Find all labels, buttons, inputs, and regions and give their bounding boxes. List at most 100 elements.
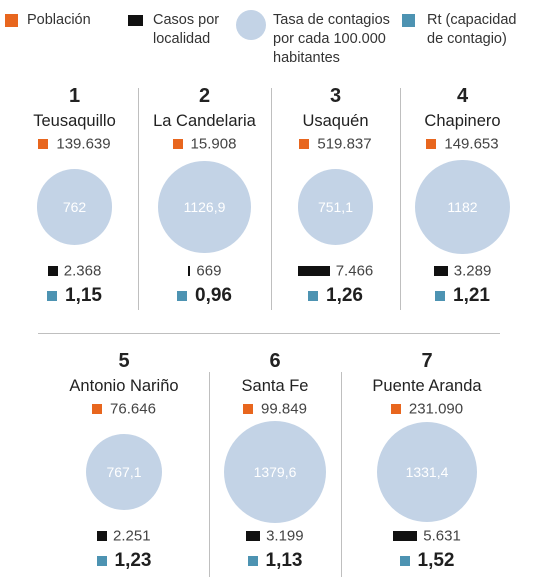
rank-number: 7 (421, 350, 433, 372)
population-value: 149.653 (444, 135, 499, 153)
rt-swatch (47, 291, 57, 301)
rank-number: 1 (68, 85, 81, 107)
locality-panel: 1 Teusaquillo 139.639 762 2.368 1,15 (12, 85, 137, 315)
legend-rate-label-1: Tasa de contagios (273, 12, 390, 28)
population-row: 99.849 (210, 400, 340, 418)
cases-bar (297, 265, 330, 276)
cases-value: 7.466 (335, 262, 374, 280)
rank-number: 5 (118, 350, 130, 372)
cases-bar (246, 530, 261, 541)
horizontal-divider (38, 333, 500, 334)
rt-swatch (96, 556, 107, 566)
cases-value: 5.631 (423, 527, 461, 545)
rt-row: 1,26 (272, 285, 399, 307)
population-swatch (38, 138, 49, 149)
population-row: 231.090 (342, 400, 512, 418)
rate-label: 1331,4 (405, 463, 449, 480)
rt-value: 1,13 (265, 550, 303, 571)
rate-bubble: 762 (36, 169, 113, 245)
cases-bar (187, 265, 191, 276)
rt-value: 1,21 (453, 285, 490, 306)
vertical-divider (138, 88, 139, 310)
locality-name: Santa Fe (241, 377, 309, 395)
rt-value: 1,26 (326, 285, 363, 306)
locality-name: Teusaquillo (33, 112, 116, 130)
legend-population-label: Población (27, 12, 91, 28)
population-row: 139.639 (12, 135, 137, 153)
rate-bubble: 1331,4 (376, 421, 478, 523)
legend-rate-swatch (236, 10, 266, 40)
rt-value: 0,96 (195, 285, 232, 306)
locality-name: Puente Aranda (372, 377, 482, 395)
rt-row: 1,15 (12, 285, 137, 307)
rt-row: 1,21 (401, 285, 524, 307)
rate-bubble: 1126,9 (158, 160, 251, 254)
locality-name: Chapinero (424, 112, 501, 130)
rate-label: 762 (62, 198, 87, 215)
locality-panel: 6 Santa Fe 99.849 1379,6 3.199 1,13 (210, 350, 340, 580)
legend-cases-swatch (128, 15, 143, 26)
cases-value: 3.199 (266, 527, 304, 545)
population-value: 99.849 (261, 400, 307, 418)
cases-row: 3.199 (210, 527, 340, 545)
rate-bubble: 1379,6 (224, 421, 326, 523)
rt-row: 0,96 (139, 285, 270, 307)
population-row: 15.908 (139, 135, 270, 153)
rate-label: 1126,9 (183, 198, 226, 215)
cases-row: 2.368 (12, 262, 137, 280)
rt-value: 1,52 (417, 550, 455, 571)
locality-panel: 2 La Candelaria 15.908 1126,9 669 0,96 (139, 85, 270, 315)
vertical-divider (209, 372, 210, 577)
cases-row: 5.631 (342, 527, 512, 545)
legend-cases-label-2: localidad (153, 31, 211, 47)
rate-bubble: 1182 (415, 159, 510, 255)
cases-row: 2.251 (40, 527, 208, 545)
legend-rt-label-2: de contagio) (427, 31, 507, 47)
population-swatch (243, 403, 254, 414)
cases-bar (97, 530, 108, 541)
cases-bar (47, 265, 58, 276)
population-value: 231.090 (408, 400, 464, 418)
cases-value: 2.368 (63, 262, 102, 280)
rt-swatch (308, 291, 318, 301)
rt-swatch (435, 291, 445, 301)
rt-swatch (399, 556, 410, 566)
locality-panel: 4 Chapinero 149.653 1182 3.289 1,21 (401, 85, 524, 315)
population-swatch (92, 403, 103, 414)
legend-rate-label-2: por cada 100.000 (273, 31, 386, 47)
locality-name: La Candelaria (153, 112, 256, 130)
population-swatch (426, 138, 437, 149)
legend-rt-swatch (402, 14, 415, 27)
population-swatch (390, 403, 401, 414)
locality-panel: 5 Antonio Nariño 76.646 767,1 2.251 1,23 (40, 350, 208, 580)
rt-value: 1,23 (114, 550, 152, 571)
rate-bubble: 767,1 (85, 433, 163, 511)
rate-label: 1182 (447, 198, 478, 215)
rank-number: 4 (456, 85, 469, 107)
cases-bar (433, 265, 448, 276)
vertical-divider (271, 88, 272, 310)
rt-value: 1,15 (65, 285, 102, 306)
legend-rt-label-1: Rt (capacidad (427, 12, 517, 28)
population-swatch (172, 138, 183, 149)
locality-panel: 3 Usaquén 519.837 751,1 7.466 1,26 (272, 85, 399, 315)
cases-row: 3.289 (401, 262, 524, 280)
vertical-divider (341, 372, 342, 577)
cases-value: 3.289 (453, 262, 492, 280)
population-swatch (299, 138, 310, 149)
rank-number: 6 (269, 350, 281, 372)
legend-rate-label-3: habitantes (273, 50, 340, 66)
population-value: 139.639 (56, 135, 111, 153)
rate-label: 1379,6 (253, 464, 297, 480)
rate-label: 751,1 (317, 198, 353, 215)
vertical-divider (400, 88, 401, 310)
rt-swatch (247, 556, 258, 566)
locality-name: Antonio Nariño (69, 377, 179, 395)
cases-bar (393, 530, 418, 541)
cases-row: 669 (139, 262, 270, 280)
cases-value: 2.251 (113, 527, 151, 545)
cases-value: 669 (196, 262, 222, 280)
population-row: 149.653 (401, 135, 524, 153)
population-value: 519.837 (317, 135, 372, 153)
rank-number: 3 (329, 85, 342, 107)
